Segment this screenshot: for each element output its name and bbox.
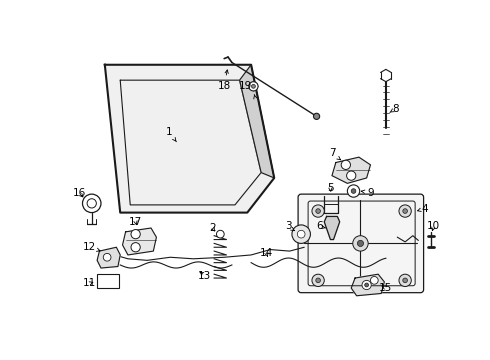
Text: 19: 19 — [238, 81, 251, 91]
Circle shape — [370, 276, 378, 284]
Circle shape — [316, 278, 320, 283]
Text: 4: 4 — [417, 204, 428, 214]
Text: 5: 5 — [327, 183, 334, 193]
Text: 15: 15 — [379, 283, 392, 293]
Circle shape — [131, 230, 140, 239]
FancyBboxPatch shape — [298, 194, 423, 293]
Circle shape — [357, 240, 364, 247]
Circle shape — [353, 236, 368, 251]
Circle shape — [403, 278, 408, 283]
Polygon shape — [240, 65, 274, 178]
Circle shape — [341, 160, 350, 170]
Polygon shape — [351, 274, 384, 296]
Circle shape — [312, 274, 324, 287]
Polygon shape — [105, 65, 274, 213]
Circle shape — [131, 243, 140, 252]
Circle shape — [249, 82, 258, 91]
Circle shape — [314, 113, 319, 120]
Circle shape — [347, 185, 360, 197]
Text: 10: 10 — [427, 221, 440, 231]
Circle shape — [87, 199, 97, 208]
Circle shape — [292, 225, 311, 243]
Polygon shape — [324, 216, 340, 239]
Circle shape — [399, 274, 411, 287]
Circle shape — [103, 253, 111, 261]
Circle shape — [217, 230, 224, 238]
Text: 18: 18 — [218, 70, 231, 91]
Circle shape — [351, 189, 356, 193]
Text: 9: 9 — [361, 188, 374, 198]
Circle shape — [312, 205, 324, 217]
Text: 8: 8 — [390, 104, 399, 114]
Polygon shape — [97, 247, 120, 268]
Text: 13: 13 — [198, 271, 212, 281]
Circle shape — [297, 230, 305, 238]
Circle shape — [365, 283, 368, 287]
Circle shape — [346, 171, 356, 180]
Circle shape — [82, 194, 101, 213]
Circle shape — [399, 205, 411, 217]
Text: 16: 16 — [73, 188, 86, 198]
Bar — [97, 274, 119, 288]
Text: 1: 1 — [166, 127, 176, 142]
Circle shape — [316, 209, 320, 213]
Text: 2: 2 — [209, 223, 216, 233]
Circle shape — [362, 280, 371, 289]
Text: 6: 6 — [317, 221, 326, 231]
Circle shape — [403, 209, 408, 213]
Polygon shape — [332, 157, 370, 183]
Text: 7: 7 — [329, 148, 341, 160]
Text: 3: 3 — [285, 221, 294, 231]
Text: 14: 14 — [260, 248, 273, 258]
Text: 17: 17 — [129, 217, 142, 227]
Circle shape — [251, 84, 255, 88]
Text: 11: 11 — [83, 278, 96, 288]
Polygon shape — [122, 228, 156, 255]
Text: 12: 12 — [83, 242, 100, 252]
